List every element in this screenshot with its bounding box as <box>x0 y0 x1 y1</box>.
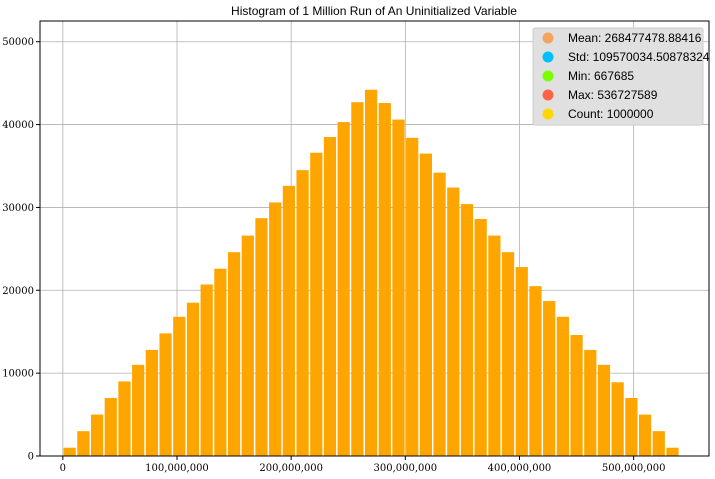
histogram-bar <box>611 382 624 456</box>
histogram-bar <box>460 204 474 456</box>
histogram-bar <box>255 218 268 456</box>
histogram-bar <box>433 172 446 456</box>
histogram-bar <box>666 447 679 456</box>
plot-frame <box>39 20 710 457</box>
y-tick-label: 50000 <box>2 37 34 48</box>
histogram-bar <box>501 252 515 456</box>
histogram-bar <box>570 335 583 456</box>
x-tick-label: 0 <box>60 463 66 474</box>
histogram-bar <box>104 398 117 456</box>
histogram-bar <box>474 219 487 456</box>
y-tick-label: 40000 <box>2 120 34 131</box>
legend-label: Min: 667685 <box>568 69 634 83</box>
histogram-bar <box>625 398 638 456</box>
histogram-bar <box>337 122 350 456</box>
y-tick-label: 30000 <box>2 203 34 214</box>
histogram-bar <box>282 185 295 456</box>
histogram-bar <box>173 316 186 456</box>
legend-marker <box>542 32 554 44</box>
histogram-bar <box>296 170 309 456</box>
legend-box <box>532 27 704 126</box>
histogram-bar <box>543 301 556 456</box>
histogram-bar <box>132 364 145 456</box>
y-tick-label: 10000 <box>2 369 34 380</box>
histogram-bar <box>529 286 542 456</box>
histogram-bar <box>200 284 213 456</box>
x-tick-label: 500,000,000 <box>602 463 666 474</box>
legend-label: Count: 1000000 <box>568 107 654 121</box>
legend-marker <box>542 51 554 63</box>
histogram-bar <box>351 102 364 456</box>
histogram-bar <box>310 152 323 456</box>
legend-marker <box>542 89 554 101</box>
histogram-bar <box>652 431 665 456</box>
histogram-bar <box>159 333 172 456</box>
histogram-bar <box>323 137 337 456</box>
x-tick-label: 200,000,000 <box>259 463 323 474</box>
histogram-bar <box>77 431 90 456</box>
histogram-bar <box>269 202 282 456</box>
legend: Mean: 268477478.88416 Std: 109570034.5087… <box>532 27 710 126</box>
x-axis: 0 100,000,000 200,000,000 300,000,000 400,00… <box>60 456 666 474</box>
x-tick-label: 100,000,000 <box>145 463 209 474</box>
legend-label: Mean: 268477478.88416 <box>568 31 702 45</box>
legend-marker <box>542 108 554 120</box>
histogram-bar <box>447 187 460 457</box>
legend-label: Std: 109570034.50878324 <box>568 50 710 64</box>
histogram-bar <box>638 414 652 456</box>
legend-marker <box>542 70 554 82</box>
histogram-bar <box>186 302 200 456</box>
histogram-bar <box>63 447 76 456</box>
histogram-bar <box>378 103 391 457</box>
histogram-bar <box>584 349 597 456</box>
histogram-bar <box>145 349 158 456</box>
y-tick-label: 20000 <box>2 286 34 297</box>
histogram-bar <box>515 267 528 456</box>
histogram-bar <box>241 235 254 456</box>
y-tick-label: 0 <box>28 452 34 463</box>
histogram-bar <box>214 268 227 456</box>
histogram-bar <box>488 235 501 456</box>
histogram-bar <box>392 119 405 456</box>
chart-title: Histogram of 1 Million Run of An Uniniti… <box>231 4 517 18</box>
histogram-bar <box>227 252 241 456</box>
bars-group <box>63 89 679 457</box>
histogram-bar <box>364 89 378 457</box>
legend-label: Max: 536727589 <box>568 88 658 102</box>
histogram-bar <box>597 364 611 456</box>
histogram-bar <box>556 316 569 456</box>
y-axis: 0 10000 20000 30000 40000 50000 <box>2 37 40 463</box>
histogram-bar <box>118 381 131 456</box>
histogram-bar <box>90 414 104 456</box>
x-tick-label: 400,000,000 <box>488 463 552 474</box>
histogram-bar <box>406 137 419 457</box>
histogram-bar <box>419 153 432 457</box>
x-tick-label: 300,000,000 <box>374 463 438 474</box>
